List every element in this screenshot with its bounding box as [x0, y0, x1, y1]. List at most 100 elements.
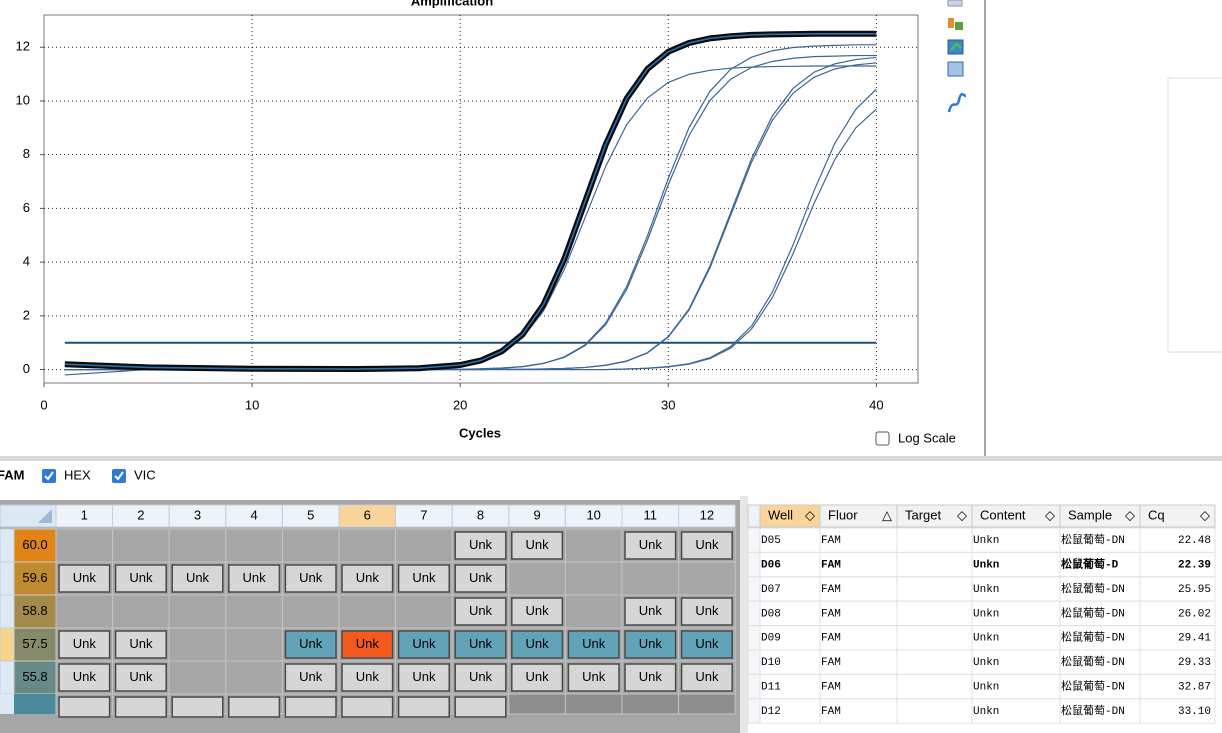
- table-cell[interactable]: [896, 576, 973, 602]
- well[interactable]: [225, 528, 283, 563]
- table-cell-text[interactable]: D08: [761, 608, 781, 620]
- well[interactable]: [168, 660, 227, 695]
- well-label[interactable]: Unk: [73, 669, 97, 684]
- well-box[interactable]: [341, 564, 394, 593]
- table-cell-text[interactable]: D10: [761, 657, 781, 669]
- table-cell[interactable]: [819, 625, 898, 651]
- table-cell-text[interactable]: 29.41: [1178, 633, 1211, 645]
- well-box[interactable]: [284, 663, 337, 692]
- well-label[interactable]: Unk: [412, 570, 436, 585]
- fluor-filter-label[interactable]: FAM: [0, 467, 24, 482]
- well-box[interactable]: [284, 564, 337, 593]
- table-cell[interactable]: [896, 527, 973, 553]
- well[interactable]: [281, 594, 340, 629]
- column-header-label[interactable]: 7: [420, 507, 427, 522]
- well-label[interactable]: Unk: [356, 669, 380, 684]
- table-cell-text[interactable]: FAM: [821, 608, 841, 620]
- toolbar-icon[interactable]: [947, 61, 964, 77]
- well-label[interactable]: Unk: [412, 669, 436, 684]
- well-box[interactable]: [58, 663, 111, 692]
- table-cell[interactable]: [971, 551, 1061, 578]
- well-label[interactable]: Unk: [356, 570, 380, 585]
- table-cell-text[interactable]: 松鼠葡萄-DN: [1061, 630, 1125, 645]
- well[interactable]: [225, 627, 283, 662]
- well-label[interactable]: Unk: [639, 537, 663, 552]
- well[interactable]: [55, 528, 114, 563]
- well-label[interactable]: Unk: [526, 603, 550, 618]
- well[interactable]: [678, 693, 736, 715]
- well-label[interactable]: Unk: [469, 603, 493, 618]
- well-box[interactable]: [680, 663, 733, 692]
- well-box[interactable]: [567, 663, 620, 692]
- well-box[interactable]: [511, 663, 564, 692]
- well[interactable]: [112, 528, 170, 563]
- well[interactable]: [168, 528, 227, 563]
- table-cell[interactable]: [1139, 625, 1216, 651]
- well[interactable]: [508, 693, 566, 715]
- table-cell-text[interactable]: 松鼠葡萄-DN: [1061, 532, 1125, 547]
- well[interactable]: [338, 594, 397, 629]
- table-cell-text[interactable]: Unkn: [973, 584, 999, 596]
- row-header-label[interactable]: 57.5: [22, 636, 47, 651]
- well[interactable]: [168, 594, 227, 629]
- table-cell-text[interactable]: FAM: [821, 560, 841, 572]
- column-header-label[interactable]: 10: [586, 507, 600, 522]
- well-box[interactable]: [624, 531, 677, 560]
- well-box[interactable]: [454, 663, 507, 692]
- sort-glyph[interactable]: ◇: [1200, 507, 1210, 522]
- table-cell-text[interactable]: Unkn: [973, 560, 999, 572]
- row-header-label[interactable]: 58.8: [22, 603, 47, 618]
- table-cell[interactable]: [896, 600, 973, 627]
- column-header-label[interactable]: 4: [250, 507, 257, 522]
- table-cell[interactable]: [759, 673, 821, 700]
- fluor-filter-label[interactable]: HEX: [64, 467, 91, 482]
- well[interactable]: [55, 594, 114, 629]
- well[interactable]: [225, 660, 283, 695]
- well-box[interactable]: [341, 630, 394, 659]
- table-cell-text[interactable]: FAM: [821, 633, 841, 645]
- well-box[interactable]: [680, 531, 733, 560]
- column-header-label[interactable]: 5: [307, 507, 314, 522]
- well-label[interactable]: Unk: [469, 636, 493, 651]
- well[interactable]: [678, 561, 736, 596]
- well-box[interactable]: [114, 564, 167, 593]
- table-cell-text[interactable]: FAM: [821, 584, 841, 596]
- table-cell-text[interactable]: 松鼠葡萄-DN: [1061, 605, 1125, 620]
- row-header-label[interactable]: 55.8: [22, 669, 47, 684]
- table-cell[interactable]: [819, 576, 898, 602]
- well-box[interactable]: [228, 696, 281, 718]
- sort-glyph[interactable]: ◇: [805, 507, 815, 522]
- well-label[interactable]: Unk: [639, 603, 663, 618]
- well-box[interactable]: [680, 597, 733, 626]
- well-label[interactable]: Unk: [186, 570, 210, 585]
- toolbar-icon[interactable]: [947, 0, 963, 7]
- column-header-label[interactable]: 11: [644, 507, 658, 522]
- table-header[interactable]: [1139, 504, 1216, 528]
- sort-glyph[interactable]: ◇: [957, 507, 967, 522]
- well-label[interactable]: Unk: [299, 669, 323, 684]
- well-box[interactable]: [511, 597, 564, 626]
- table-header-label[interactable]: Cq: [1148, 507, 1165, 522]
- toolbar-icon[interactable]: [947, 93, 967, 113]
- well-label[interactable]: Unk: [695, 636, 719, 651]
- table-cell-text[interactable]: 松鼠葡萄-DN: [1061, 703, 1125, 718]
- table-cell[interactable]: [819, 600, 898, 627]
- well-label[interactable]: Unk: [412, 636, 436, 651]
- well-label[interactable]: Unk: [582, 636, 606, 651]
- well-box[interactable]: [58, 696, 111, 718]
- table-cell[interactable]: [759, 600, 821, 627]
- table-cell-text[interactable]: Unkn: [973, 657, 999, 669]
- well[interactable]: [564, 561, 623, 596]
- well[interactable]: [564, 594, 623, 629]
- table-header-label[interactable]: Well: [768, 507, 793, 522]
- well-box[interactable]: [284, 696, 337, 718]
- sort-glyph[interactable]: ◇: [1045, 507, 1055, 522]
- well[interactable]: [168, 627, 227, 662]
- toolbar-icon[interactable]: [955, 22, 963, 30]
- column-header-label[interactable]: 12: [700, 507, 714, 522]
- table-cell[interactable]: [896, 673, 973, 700]
- table-cell[interactable]: [1139, 698, 1216, 724]
- row-header-label[interactable]: 60.0: [22, 537, 47, 552]
- well-label[interactable]: Unk: [469, 669, 493, 684]
- log-scale-label[interactable]: Log Scale: [898, 430, 956, 445]
